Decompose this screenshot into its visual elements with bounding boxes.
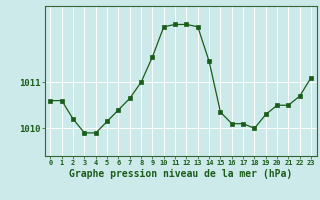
X-axis label: Graphe pression niveau de la mer (hPa): Graphe pression niveau de la mer (hPa) (69, 169, 292, 179)
